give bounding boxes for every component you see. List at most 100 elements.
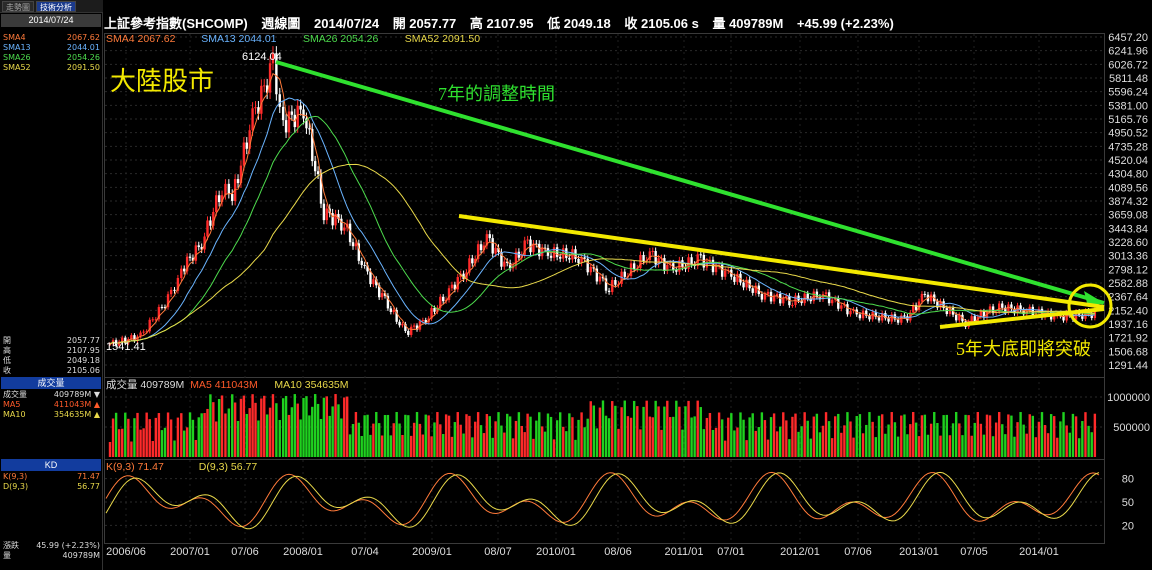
volume-bar [281, 398, 285, 457]
kd-panel-header: KD [1, 459, 101, 471]
volume-bar [212, 402, 215, 457]
chart-title-bar: 上証參考指數(SHCOMP) 週線圖 2014/07/24 開 2057.77 … [104, 13, 904, 32]
volume-bar [503, 432, 506, 457]
candle-body [372, 279, 375, 285]
volume-bar [565, 431, 568, 457]
candle-body [322, 203, 326, 221]
x-tick-label: 2014/01 [1019, 546, 1059, 558]
candle-body [485, 234, 489, 246]
volume-bar [720, 419, 724, 457]
volume-bar [830, 438, 834, 457]
volume-bar [197, 417, 200, 457]
volume-bar [846, 412, 849, 457]
volume-bar [772, 413, 776, 457]
volume-label: MA10 [3, 410, 26, 419]
volume-bar [366, 414, 369, 457]
candle-body [145, 331, 148, 333]
volume-bar [194, 439, 198, 457]
candle-body [325, 208, 329, 221]
candle-body [543, 247, 547, 249]
volume-bar [958, 423, 961, 457]
volume-bar [245, 413, 248, 457]
candle-body [936, 301, 939, 308]
volume-bar [511, 438, 515, 457]
volume-bar [982, 434, 986, 457]
volume-bar [763, 420, 767, 457]
candle-body [497, 247, 500, 253]
ohlc-label: 低 [3, 356, 11, 365]
candle-body [775, 293, 779, 297]
candle-body [657, 258, 660, 265]
candle-body [236, 179, 240, 184]
volume-bar [821, 425, 825, 457]
volume-bar [909, 424, 912, 457]
volume-bar [865, 424, 868, 457]
volume-bar [436, 412, 439, 457]
volume-bar [580, 412, 583, 457]
candle-body [163, 307, 167, 309]
volume-bar [430, 436, 433, 457]
candle-body [462, 273, 465, 279]
volume-bar [296, 403, 299, 457]
x-tick-label: 07/06 [231, 546, 259, 558]
volume-bar [343, 397, 346, 457]
volume-bar [951, 423, 955, 457]
summary-row: 量 409789M [3, 551, 100, 561]
candle-body [890, 314, 893, 322]
volume-bar [985, 414, 989, 457]
volume-bar [526, 413, 529, 457]
volume-bar [1028, 414, 1031, 457]
volume-bar [139, 429, 142, 457]
volume-bar [791, 416, 794, 457]
volume-bar [157, 413, 161, 457]
candle-body [595, 268, 599, 282]
volume-bar [535, 420, 538, 457]
candle-body [296, 105, 299, 128]
volume-bar [1062, 412, 1065, 457]
volume-bar [142, 428, 145, 457]
volume-bar [617, 428, 620, 457]
volume-bar [546, 413, 550, 457]
volume-bar [523, 432, 526, 457]
candle-body [392, 309, 395, 312]
volume-bar [964, 414, 967, 457]
candle-body [415, 325, 419, 330]
tab-trend[interactable]: 走勢圖 [2, 1, 34, 12]
volume-bar [215, 421, 218, 457]
candle-body [209, 220, 212, 226]
volume-bar [529, 416, 532, 457]
volume-bar [852, 437, 855, 457]
candle-body [354, 243, 358, 247]
volume-bar [1034, 437, 1038, 457]
sidebar-date: 2014/07/24 [1, 14, 101, 27]
volume-bar [861, 433, 865, 457]
volume-bar [447, 415, 451, 457]
candle-body [154, 319, 158, 321]
candle-body [121, 337, 124, 342]
kd-tick-label: 50 [1122, 497, 1134, 509]
candle-body [260, 85, 263, 114]
volume-bar [598, 407, 602, 457]
price-tick-label: 6241.96 [1108, 46, 1148, 58]
volume-bar [319, 418, 323, 457]
volume-bar [884, 433, 887, 457]
tab-technical-analysis[interactable]: 技術分析 [36, 1, 76, 12]
candle-body [136, 336, 139, 341]
candle-body [203, 236, 206, 250]
peak-value-label: 6124.04 [242, 51, 282, 63]
candle-body [257, 107, 260, 114]
candle-body [450, 284, 454, 289]
volume-bar [751, 413, 754, 457]
yellow-support-line [939, 307, 1105, 329]
summary-label: 漲跌 [3, 541, 19, 550]
sma-value: 2091.50 [66, 63, 100, 72]
volume-bar [148, 419, 151, 457]
volume-bar [782, 412, 785, 457]
candle-body [500, 252, 503, 267]
breakout-circle [1067, 283, 1113, 329]
volume-bar [418, 423, 422, 457]
volume-bar [754, 430, 757, 457]
volume-bar [779, 426, 782, 457]
price-tick-label: 1506.68 [1108, 346, 1148, 358]
price-tick-label: 3013.36 [1108, 251, 1148, 263]
